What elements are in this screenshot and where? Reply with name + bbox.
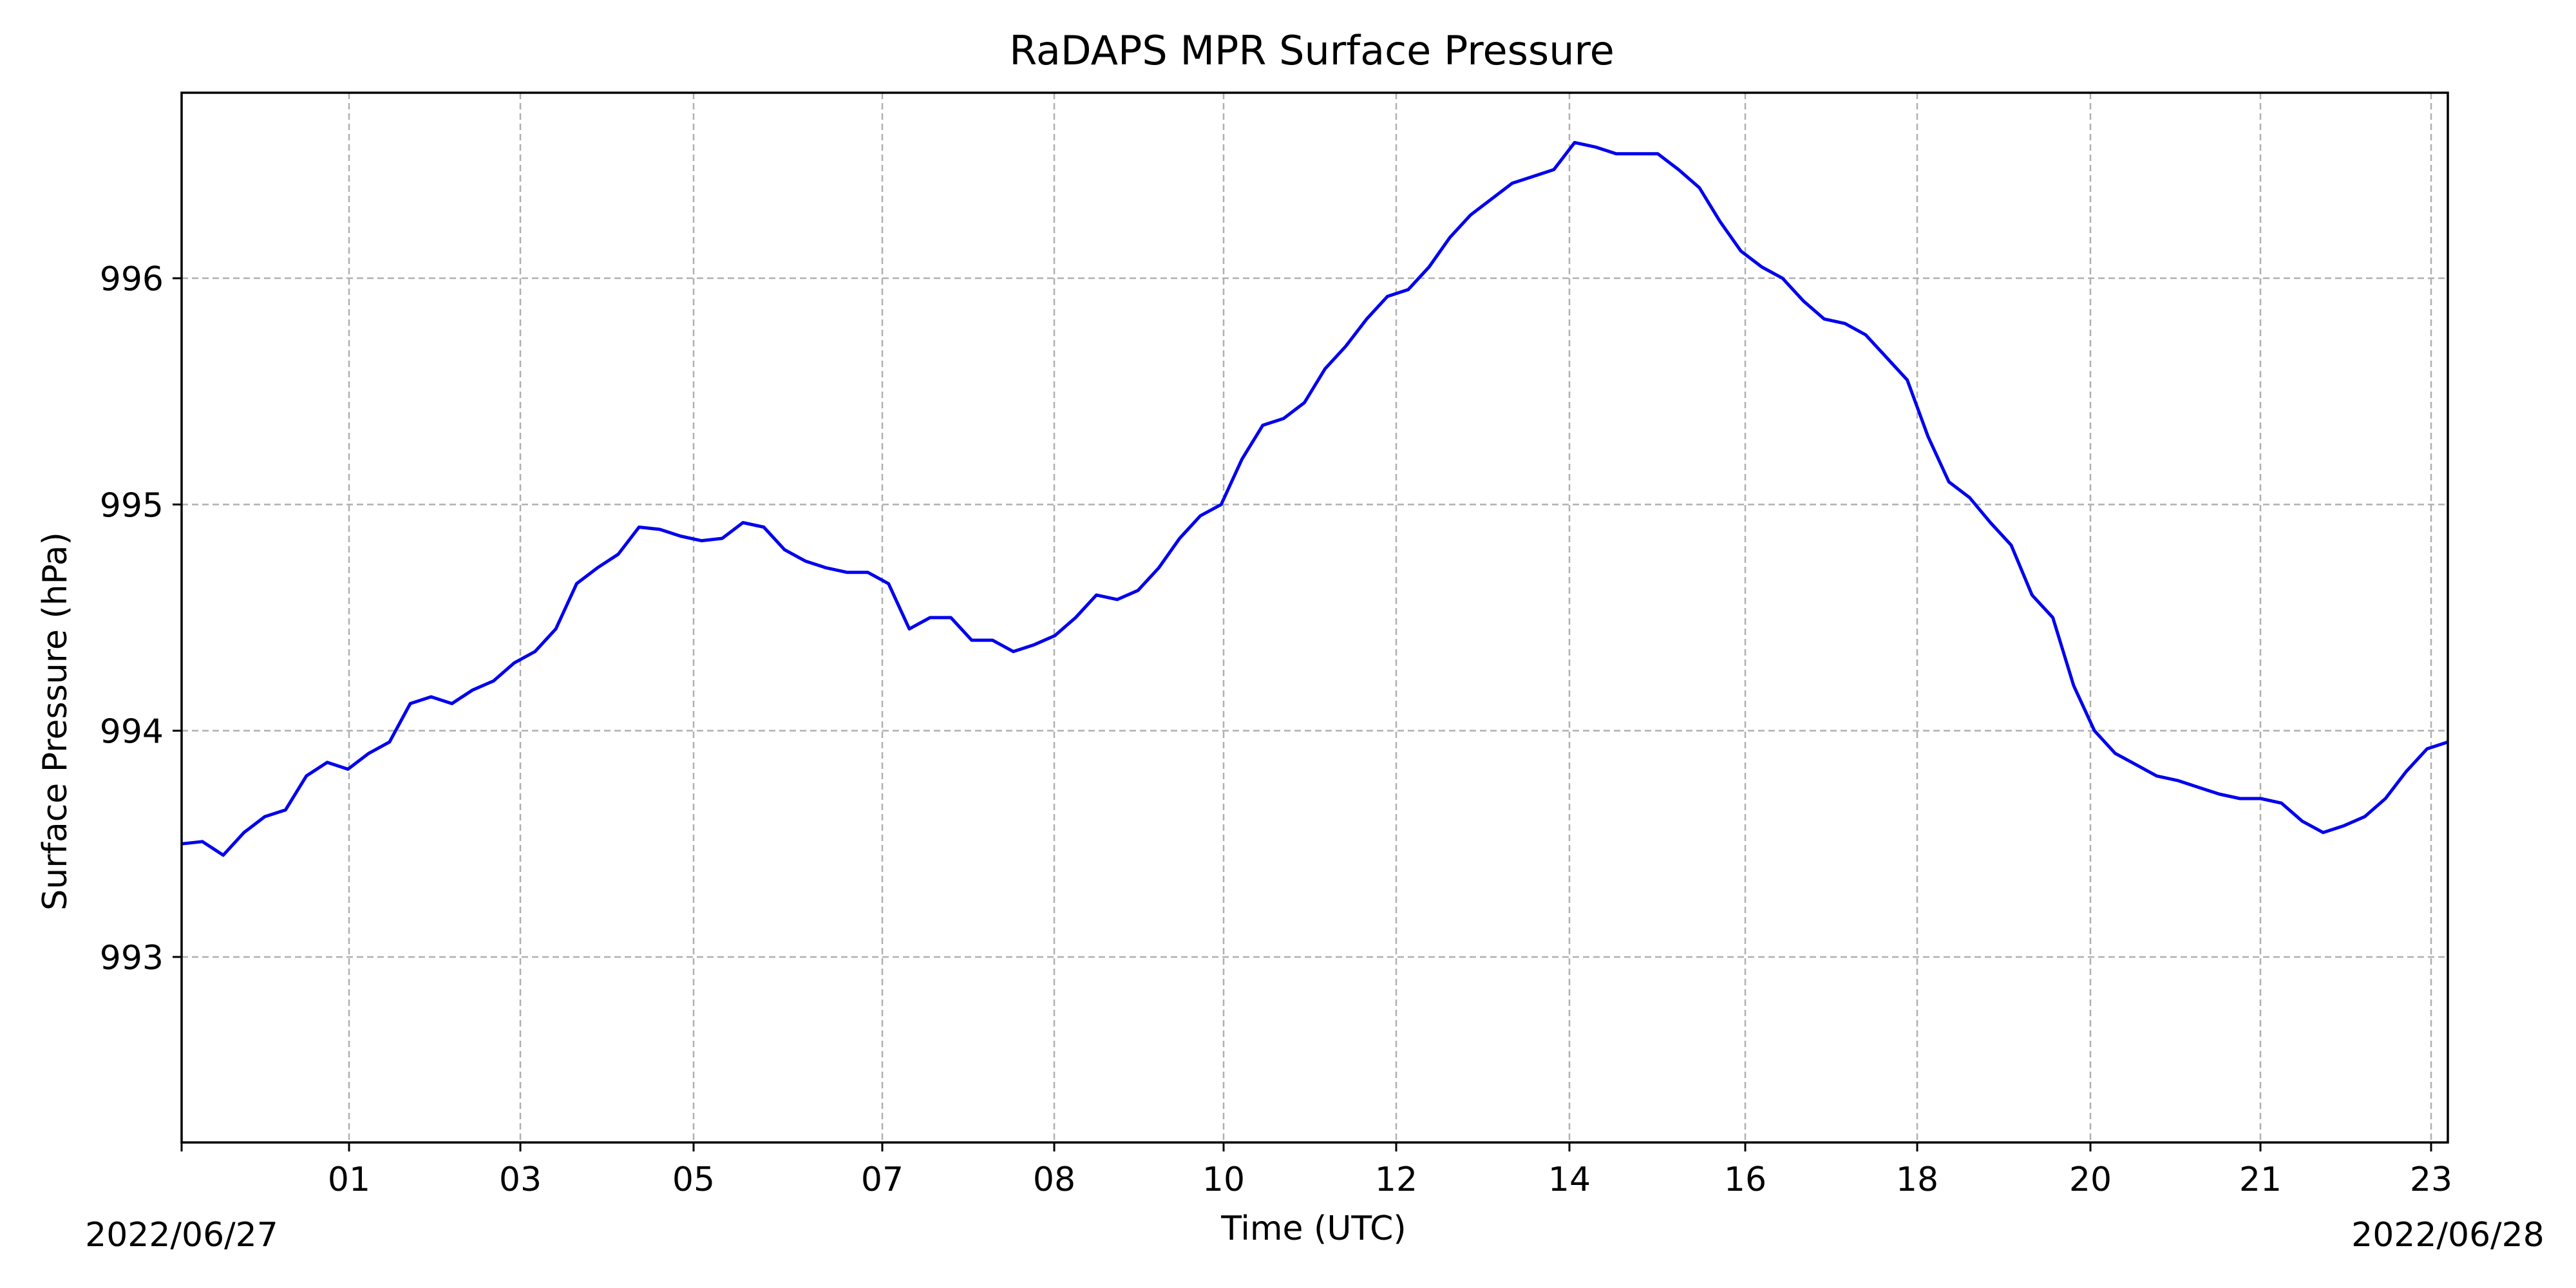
x-tick-label: 16 xyxy=(1724,1160,1766,1199)
series-layer xyxy=(181,140,2448,857)
x-tick-label: 20 xyxy=(2069,1160,2112,1199)
y-tick-label: 996 xyxy=(100,260,164,299)
x-tick-label: 10 xyxy=(1202,1160,1245,1199)
x-axis-label: Time (UTC) xyxy=(1220,1209,1406,1248)
y-axis-label: Surface Pressure (hPa) xyxy=(36,532,75,911)
x-tick-label: 12 xyxy=(1375,1160,1417,1199)
chart-title: RaDAPS MPR Surface Pressure xyxy=(1009,27,1615,74)
date-end-label: 2022/06/28 xyxy=(2351,1216,2544,1255)
x-tick-label: 05 xyxy=(672,1160,715,1199)
plot-area-frame xyxy=(180,91,2449,1144)
x-tick-label: 18 xyxy=(1896,1160,1938,1199)
x-tick-label: 07 xyxy=(861,1160,904,1199)
x-tick-label: 03 xyxy=(499,1160,542,1199)
x-tick-label: 23 xyxy=(2410,1160,2452,1199)
x-tick-label: 08 xyxy=(1033,1160,1075,1199)
y-tick-label: 994 xyxy=(100,713,164,752)
axis-ticks: 993 994 995 996 01 03 05 07 08 10 12 14 16 18 20 21 23 xyxy=(100,260,2452,1199)
y-tick-label: 993 xyxy=(100,939,164,978)
y-tick-label: 995 xyxy=(100,486,164,525)
date-start-label: 2022/06/27 xyxy=(85,1216,278,1255)
grid-lines xyxy=(182,93,2448,1142)
series-line xyxy=(181,140,2448,857)
x-tick-label: 01 xyxy=(328,1160,370,1199)
x-tick-label: 14 xyxy=(1548,1160,1591,1199)
x-tick-label: 21 xyxy=(2239,1160,2282,1199)
